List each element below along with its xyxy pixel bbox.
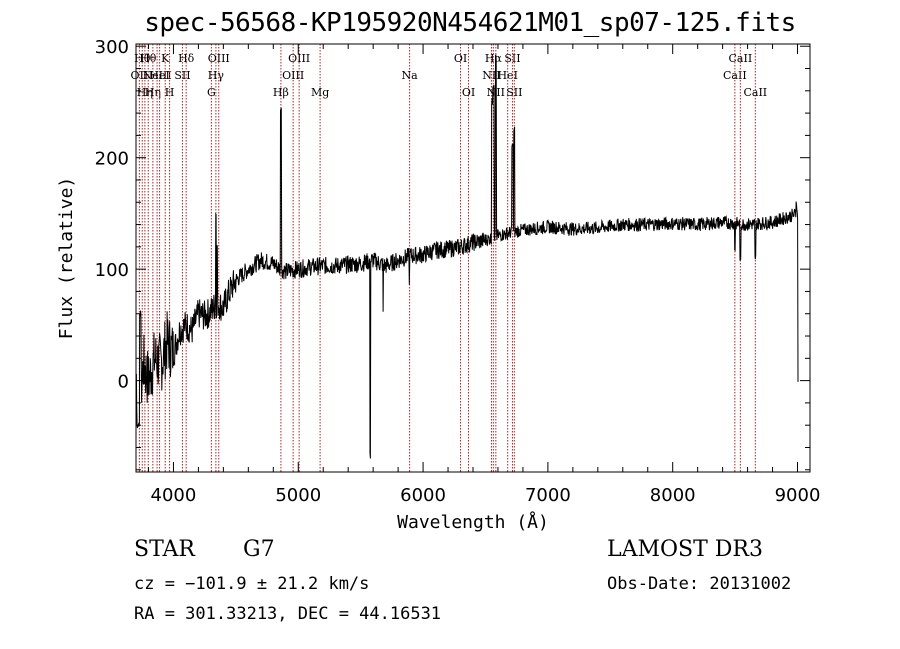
line-label-18: Na bbox=[402, 69, 419, 82]
y-tick-label: 200 bbox=[95, 149, 129, 170]
y-tick-label: 300 bbox=[95, 37, 129, 58]
plot-frame bbox=[135, 43, 811, 473]
line-label-19: OI bbox=[454, 52, 467, 65]
spectrum-series bbox=[135, 53, 799, 459]
x-tick-label: 4000 bbox=[151, 485, 197, 506]
x-tick-label: 9000 bbox=[775, 485, 821, 506]
line-label-27: CaII bbox=[723, 69, 747, 82]
x-axis-label: Wavelength (Å) bbox=[397, 511, 549, 533]
redshift-cz: cz = −101.9 ± 21.2 km/s bbox=[134, 574, 370, 594]
line-label-0: OII bbox=[131, 69, 149, 82]
line-label-24: HeI bbox=[497, 69, 517, 82]
line-label-9: SII bbox=[174, 69, 190, 82]
obs-date: Obs-Date: 20131002 bbox=[607, 574, 792, 594]
x-tick-label: 6000 bbox=[400, 485, 446, 506]
line-label-14: Hβ bbox=[273, 86, 289, 99]
line-label-17: Mg bbox=[311, 86, 329, 99]
x-tick-label: 5000 bbox=[275, 485, 321, 506]
line-label-16: OIII bbox=[288, 52, 310, 65]
line-label-12: Hγ bbox=[208, 69, 225, 82]
line-label-10: Hδ bbox=[178, 52, 195, 65]
line-label-20: OI bbox=[462, 86, 475, 99]
line-label-1: Hθ bbox=[134, 52, 151, 65]
y-tick-label: 0 bbox=[118, 372, 129, 393]
coordinates: RA = 301.33213, DEC = 44.16531 bbox=[134, 604, 442, 624]
survey-name: LAMOST DR3 bbox=[607, 537, 763, 562]
line-label-13: OIII bbox=[208, 52, 230, 65]
line-label-22: Hα bbox=[485, 52, 503, 65]
x-tick-label: 8000 bbox=[650, 485, 696, 506]
line-label-2: Hη bbox=[137, 86, 153, 99]
line-label-11: G bbox=[207, 86, 216, 99]
line-label-15: OIII bbox=[282, 69, 304, 82]
y-tick-label: 100 bbox=[95, 260, 129, 281]
line-label-8: H bbox=[165, 86, 175, 99]
object-subclass: G7 bbox=[243, 537, 275, 562]
line-label-29: CaII bbox=[743, 86, 767, 99]
line-label-6: HeI bbox=[149, 69, 169, 82]
line-label-25: SII bbox=[504, 52, 520, 65]
line-label-3: Hθ bbox=[140, 52, 157, 65]
line-label-4: Hη bbox=[145, 86, 161, 99]
line-label-7: K bbox=[161, 52, 170, 65]
chart-title: spec-56568-KP195920N454621M01_sp07-125.f… bbox=[144, 8, 796, 38]
line-label-26: SII bbox=[506, 86, 522, 99]
line-label-5: NeIII bbox=[143, 69, 172, 82]
x-tick-label: 7000 bbox=[525, 485, 571, 506]
line-label-28: CaII bbox=[729, 52, 753, 65]
y-axis-label: Flux (relative) bbox=[56, 177, 77, 340]
object-class: STAR bbox=[134, 537, 195, 562]
